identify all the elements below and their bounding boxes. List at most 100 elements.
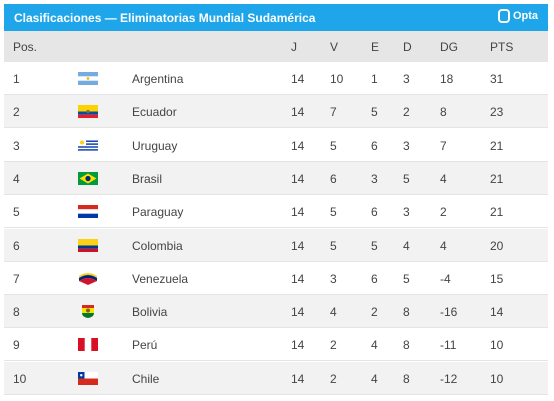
team-name: Venezuela — [132, 271, 189, 286]
stat-cell: 14 — [490, 305, 504, 320]
stat-cell: 3 — [371, 171, 378, 186]
stat-cell: 4 — [371, 338, 378, 353]
stat-cell: 23 — [490, 105, 504, 120]
stat-cell: 15 — [490, 271, 504, 286]
flag-icon — [79, 272, 97, 285]
flag-icon — [78, 72, 98, 85]
stat-cell: 14 — [291, 138, 305, 153]
stat-cell: 2 — [13, 105, 20, 120]
provider-logo: Opta — [497, 9, 538, 23]
column-header: V — [330, 40, 339, 54]
stat-cell: 14 — [291, 72, 305, 86]
stat-cell: 8 — [403, 338, 410, 353]
stat-cell: 14 — [291, 238, 305, 253]
logo-icon — [497, 9, 510, 23]
team-flag — [78, 238, 98, 257]
stat-cell: 4 — [13, 171, 20, 186]
stat-cell: 4 — [330, 305, 337, 320]
stat-cell: 7 — [440, 138, 447, 153]
team-name: Ecuador — [132, 105, 177, 120]
stat-cell: 2 — [330, 338, 337, 353]
column-header: E — [371, 40, 380, 54]
stat-cell: 2 — [330, 371, 337, 386]
team-flag — [78, 272, 98, 290]
flag-icon — [78, 338, 98, 352]
stat-cell: 8 — [13, 305, 20, 320]
team-name: Argentina — [132, 72, 184, 86]
stat-cell: 6 — [371, 138, 378, 153]
flag-icon — [82, 305, 94, 319]
team-flag — [78, 138, 98, 157]
team-name: Paraguay — [132, 205, 184, 220]
column-header: DG — [440, 40, 458, 54]
team-flag — [78, 105, 98, 123]
stat-cell: 14 — [291, 205, 305, 220]
stat-cell: -11 — [440, 338, 457, 353]
stat-cell: 3 — [13, 138, 20, 153]
stat-cell: 31 — [490, 72, 504, 86]
table-row: 1 Argentina 14 10 1 3 18 31 — [4, 62, 548, 95]
stat-cell: 2 — [371, 305, 378, 320]
stat-cell: 4 — [440, 238, 447, 253]
stat-cell: 14 — [291, 338, 305, 353]
flag-icon — [78, 105, 98, 119]
flag-icon — [78, 171, 98, 185]
team-name: Colombia — [132, 238, 183, 253]
stat-cell: -16 — [440, 305, 458, 320]
header-bar: Clasificaciones — Eliminatorias Mundial … — [4, 4, 548, 31]
stat-cell: 5 — [330, 238, 337, 253]
stat-cell: 8 — [403, 371, 410, 386]
table-row: 9 Perú 14 2 4 8 -11 10 — [4, 328, 548, 362]
stat-cell: 7 — [13, 271, 20, 286]
team-flag — [78, 205, 98, 223]
team-name: Brasil — [132, 171, 163, 186]
stat-cell: 9 — [13, 338, 20, 353]
stat-cell: 8 — [403, 305, 410, 320]
team-name: Chile — [132, 371, 160, 386]
stat-cell: 5 — [330, 138, 337, 153]
stat-cell: 21 — [490, 138, 504, 153]
stat-cell: 14 — [291, 271, 305, 286]
stat-cell: 6 — [13, 238, 20, 253]
stat-cell: 10 — [490, 338, 504, 353]
team-flag — [78, 371, 98, 390]
team-flag — [78, 305, 98, 323]
stat-cell: 3 — [330, 271, 337, 286]
stat-cell: 10 — [490, 371, 504, 386]
flag-icon — [78, 205, 98, 219]
stat-cell: -4 — [440, 271, 451, 286]
team-name: Perú — [132, 338, 158, 353]
stat-cell: 5 — [371, 105, 378, 120]
stat-cell: 3 — [403, 138, 410, 153]
stat-cell: 4 — [371, 371, 378, 386]
stat-cell: 5 — [403, 171, 410, 186]
stat-cell: 8 — [440, 105, 447, 120]
stat-cell: 5 — [13, 205, 20, 220]
stat-cell: 3 — [403, 205, 410, 220]
stat-cell: 4 — [440, 171, 447, 186]
stat-cell: 6 — [371, 205, 378, 220]
column-header: J — [291, 40, 297, 54]
stat-cell: 14 — [291, 305, 305, 320]
stat-cell: 5 — [330, 205, 337, 220]
flag-icon — [78, 371, 98, 385]
flag-icon — [78, 238, 98, 252]
stat-cell: 21 — [490, 171, 504, 186]
stat-cell: 7 — [330, 105, 337, 120]
table-row: 10 Chile 14 2 4 8 -12 10 — [4, 361, 548, 395]
team-name: Bolivia — [132, 305, 168, 320]
table-row: 8 Bolivia 14 4 2 8 -16 14 — [4, 295, 548, 329]
table-row: 5 Paraguay 14 5 6 3 2 21 — [4, 195, 548, 229]
stat-cell: 6 — [371, 271, 378, 286]
stat-cell: 21 — [490, 205, 504, 220]
table-row: 6 Colombia 14 5 5 4 4 20 — [4, 228, 548, 262]
stat-cell: 3 — [403, 72, 410, 86]
stat-cell: 5 — [371, 238, 378, 253]
stat-cell: 14 — [291, 105, 305, 120]
table-row: 4 Brasil 14 6 3 5 4 21 — [4, 161, 548, 195]
table-row: 3 Uruguay 14 5 6 3 7 21 — [4, 129, 548, 162]
team-name: Uruguay — [132, 138, 178, 153]
table-row: 7 Venezuela 14 3 6 5 -4 15 — [4, 262, 548, 295]
stat-cell: 14 — [291, 171, 305, 186]
